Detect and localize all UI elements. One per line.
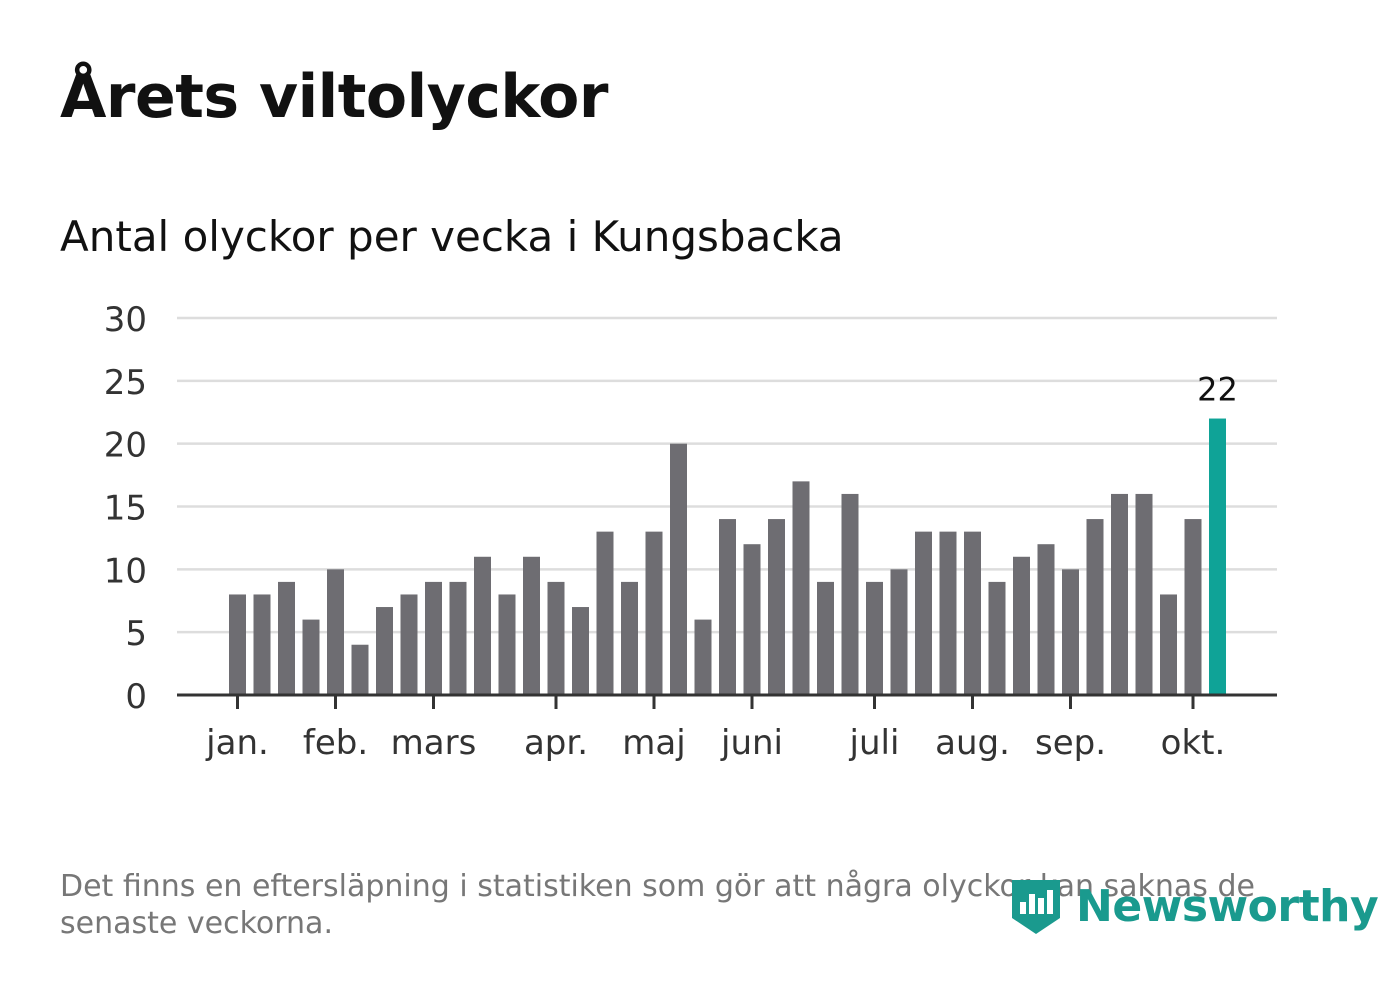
- bar: [449, 581, 467, 695]
- bar: [645, 531, 663, 695]
- y-tick-label: 15: [104, 489, 147, 529]
- bar: [621, 581, 638, 695]
- bar: [1111, 493, 1128, 695]
- bar: [302, 619, 320, 695]
- bar: [719, 519, 736, 695]
- bar: [547, 581, 565, 695]
- bar: [1037, 544, 1055, 695]
- data-label: 22: [1197, 371, 1238, 409]
- bar: [1160, 594, 1177, 695]
- bar: [376, 607, 393, 695]
- x-tick-label: sep.: [1035, 723, 1106, 763]
- bar: [523, 556, 540, 695]
- bar: [988, 581, 1006, 695]
- y-tick-label: 25: [104, 363, 147, 403]
- x-tick-label: okt.: [1161, 723, 1226, 763]
- bar: [1086, 519, 1104, 695]
- x-tick-label: mars: [391, 723, 477, 763]
- x-tick-label: apr.: [524, 723, 588, 763]
- x-tick-label: jan.: [205, 723, 269, 763]
- bar: [1013, 556, 1030, 695]
- bar: [743, 544, 761, 695]
- brand-name: Newsworthy: [1076, 880, 1379, 932]
- bar: [351, 644, 369, 695]
- x-tick-label: juni: [720, 723, 783, 763]
- bar: [768, 519, 785, 695]
- bar: [939, 531, 957, 695]
- bar: [1184, 519, 1202, 695]
- x-tick-label: aug.: [935, 723, 1010, 763]
- bar: [915, 531, 932, 695]
- bar-highlight: [1209, 418, 1226, 695]
- chart-subtitle: Antal olyckor per vecka i Kungsbacka: [60, 212, 844, 261]
- bar: [694, 619, 712, 695]
- bar: [253, 594, 271, 695]
- bar: [817, 581, 834, 695]
- bar: [792, 481, 810, 695]
- x-tick-label: maj: [622, 723, 685, 763]
- chart-title: Årets viltolyckor: [60, 62, 609, 132]
- bar: [596, 531, 614, 695]
- bar: [327, 569, 344, 695]
- y-tick-label: 20: [104, 426, 147, 466]
- x-tick-label: feb.: [303, 723, 368, 763]
- bar: [278, 581, 295, 695]
- bar: [1135, 493, 1153, 695]
- y-tick-label: 0: [125, 677, 147, 717]
- bar: [964, 531, 981, 695]
- bar: [572, 607, 589, 695]
- bar: [425, 581, 442, 695]
- brand-logo: Newsworthy: [1010, 876, 1379, 936]
- bar: [498, 594, 516, 695]
- bar: [890, 569, 908, 695]
- x-tick-label: juli: [849, 723, 900, 763]
- bar: [474, 556, 491, 695]
- y-tick-label: 10: [104, 551, 147, 591]
- newsworthy-logo-icon: [1012, 880, 1060, 934]
- bar: [866, 581, 883, 695]
- y-tick-label: 30: [104, 300, 147, 340]
- bar: [400, 594, 418, 695]
- bar: [841, 493, 859, 695]
- bar: [1062, 569, 1079, 695]
- bar: [229, 594, 246, 695]
- y-tick-label: 5: [125, 614, 147, 654]
- bar: [670, 443, 687, 695]
